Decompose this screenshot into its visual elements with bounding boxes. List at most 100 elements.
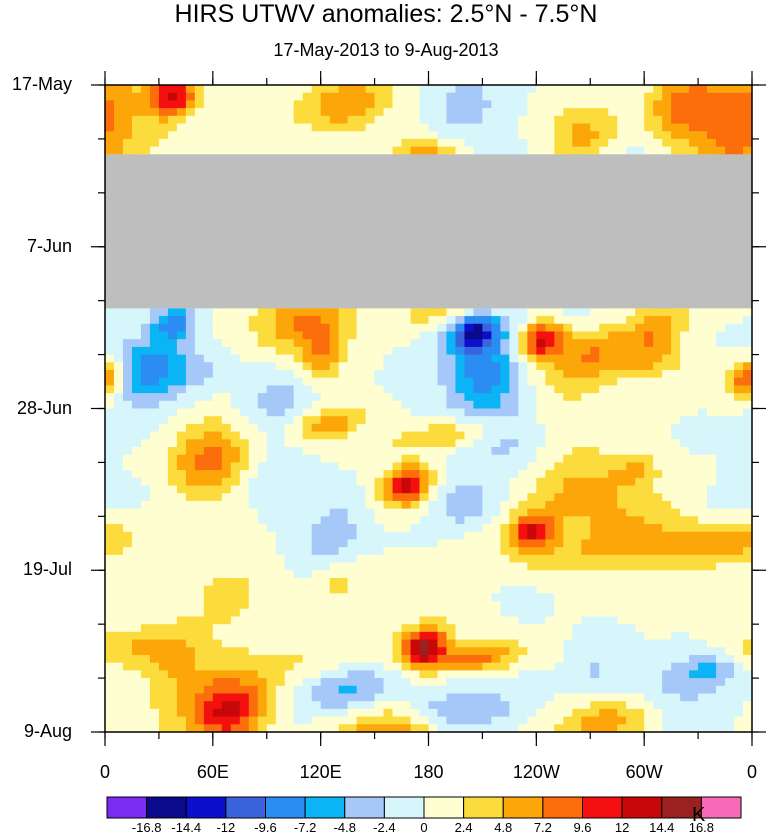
field-cell — [275, 408, 286, 417]
field-cell — [185, 570, 196, 579]
field-cell — [491, 547, 501, 556]
field-cell — [689, 400, 699, 409]
field-cell — [563, 354, 573, 363]
field-cell — [707, 539, 717, 548]
field-cell — [680, 485, 690, 494]
field-cell — [338, 85, 349, 94]
field-cell — [437, 408, 447, 417]
field-cell — [302, 115, 313, 125]
field-cell — [356, 108, 367, 117]
field-cell — [599, 115, 609, 125]
field-cell — [365, 331, 376, 340]
field-cell — [293, 601, 304, 610]
field-cell — [113, 346, 124, 356]
field-cell — [347, 608, 358, 617]
field-cell — [347, 369, 358, 379]
field-cell — [230, 354, 241, 363]
field-cell — [122, 108, 133, 117]
field-cell — [608, 131, 618, 140]
field-cell — [392, 123, 403, 132]
field-cell — [446, 601, 456, 610]
field-cell — [401, 123, 412, 132]
field-cell — [545, 524, 555, 533]
field-cell — [158, 408, 169, 417]
field-cell — [131, 547, 142, 556]
field-cell — [284, 393, 295, 402]
field-cell — [689, 131, 699, 140]
field-cell — [302, 138, 313, 148]
field-cell — [482, 524, 492, 533]
field-cell — [105, 416, 115, 425]
field-cell — [716, 100, 726, 109]
field-cell — [149, 377, 160, 386]
field-cell — [626, 423, 636, 433]
field-cell — [347, 593, 358, 602]
field-cell — [419, 115, 429, 125]
field-cell — [527, 477, 537, 487]
field-cell — [644, 123, 654, 132]
field-cell — [455, 454, 465, 463]
field-cell — [707, 408, 717, 417]
field-cell — [230, 131, 241, 140]
field-cell — [572, 601, 582, 610]
field-cell — [644, 485, 654, 494]
field-cell — [572, 477, 582, 487]
field-cell — [347, 531, 358, 540]
field-cell — [248, 423, 259, 433]
field-cell — [194, 577, 205, 587]
field-cell — [563, 508, 573, 517]
field-cell — [527, 593, 537, 602]
field-cell — [617, 554, 627, 564]
field-cell — [131, 593, 142, 602]
field-cell — [590, 408, 600, 417]
field-cell — [734, 485, 744, 494]
field-cell — [527, 100, 537, 109]
field-cell — [671, 377, 681, 386]
field-cell — [365, 100, 376, 109]
field-cell — [392, 131, 403, 140]
field-cell — [563, 570, 573, 579]
field-cell — [518, 547, 528, 556]
field-cell — [599, 92, 609, 101]
field-cell — [572, 85, 582, 94]
field-cell — [329, 92, 340, 101]
field-cell — [572, 123, 582, 132]
field-cell — [482, 308, 492, 317]
field-cell — [275, 423, 286, 433]
field-cell — [131, 100, 142, 109]
field-cell — [581, 354, 591, 363]
field-cell — [572, 439, 582, 448]
field-cell — [105, 577, 115, 587]
field-cell — [743, 369, 753, 379]
field-cell — [617, 108, 627, 117]
field-cell — [365, 508, 376, 517]
field-cell — [185, 131, 196, 140]
field-cell — [105, 108, 115, 117]
field-cell — [491, 362, 501, 371]
field-cell — [284, 447, 295, 456]
field-cell — [140, 138, 151, 148]
field-cell — [644, 146, 654, 155]
field-cell — [365, 408, 376, 417]
field-cell — [167, 439, 178, 448]
field-cell — [446, 408, 456, 417]
field-cell — [176, 131, 187, 140]
field-cell — [284, 308, 295, 317]
field-cell — [455, 354, 465, 363]
field-cell — [716, 485, 726, 494]
field-cell — [105, 493, 115, 502]
field-cell — [698, 493, 708, 502]
field-cell — [293, 485, 304, 494]
field-cell — [365, 92, 376, 101]
field-cell — [365, 516, 376, 525]
field-cell — [185, 354, 196, 363]
field-cell — [194, 316, 205, 325]
field-cell — [626, 138, 636, 148]
field-cell — [374, 524, 385, 533]
field-cell — [293, 447, 304, 456]
field-cell — [122, 408, 133, 417]
field-cell — [374, 601, 385, 610]
field-cell — [545, 138, 555, 148]
field-cell — [140, 393, 151, 402]
field-cell — [266, 608, 277, 617]
